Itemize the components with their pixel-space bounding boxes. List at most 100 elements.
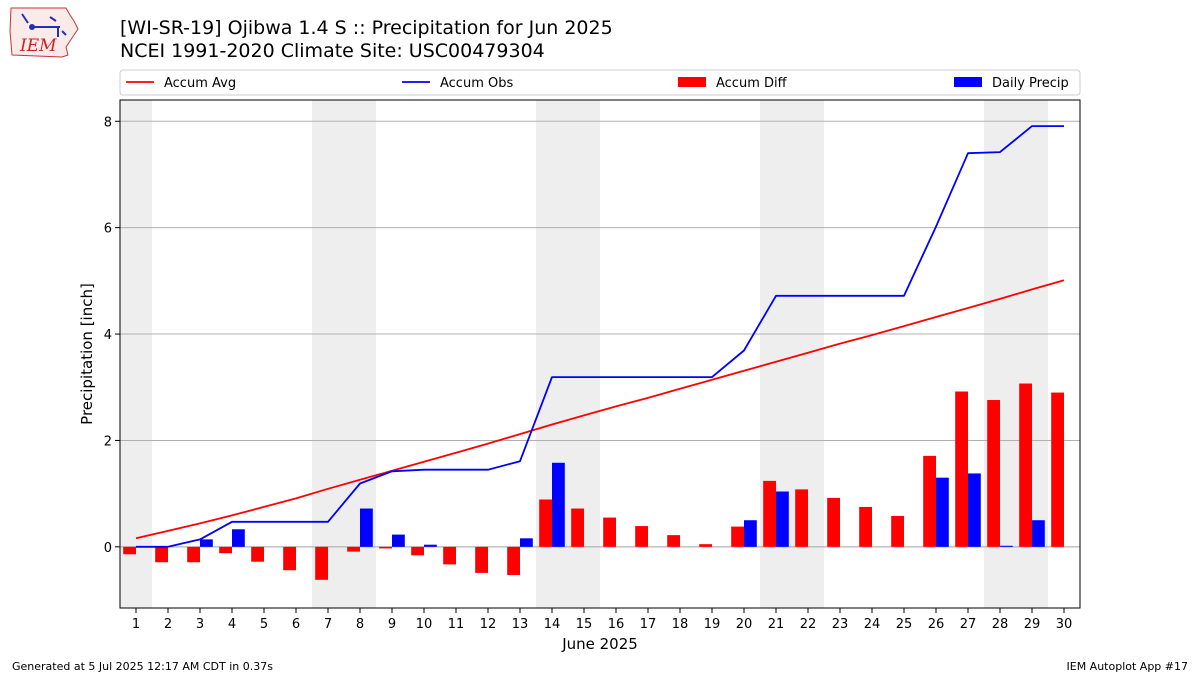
x-tick-label-25: 25 bbox=[896, 617, 913, 632]
accum-diff-bar-14 bbox=[539, 499, 552, 547]
x-tick-label-20: 20 bbox=[736, 617, 753, 632]
daily-precip-bar-4 bbox=[232, 529, 245, 547]
daily-precip-bar-8 bbox=[360, 508, 373, 547]
accum-diff-bar-18 bbox=[667, 535, 680, 547]
x-tick-label-23: 23 bbox=[832, 617, 849, 632]
accum-diff-bar-4 bbox=[219, 546, 232, 554]
accum-avg-line bbox=[135, 279, 1065, 540]
accum-diff-bar-28 bbox=[987, 400, 1000, 547]
bars bbox=[123, 383, 1064, 580]
chart-subtitle: NCEI 1991-2020 Climate Site: USC00479304 bbox=[120, 40, 545, 62]
x-tick-label-18: 18 bbox=[672, 617, 689, 632]
legend-label-daily-precip: Daily Precip bbox=[992, 76, 1069, 91]
accum-diff-bar-20 bbox=[731, 526, 744, 547]
x-tick-label-12: 12 bbox=[480, 617, 497, 632]
accum-diff-bar-12 bbox=[475, 546, 488, 573]
daily-precip-bar-9 bbox=[392, 534, 405, 547]
accum-diff-bar-26 bbox=[923, 455, 936, 547]
daily-precip-bar-20 bbox=[744, 520, 757, 547]
x-tick-label-7: 7 bbox=[324, 617, 332, 632]
accum-diff-bar-5 bbox=[251, 546, 264, 562]
x-tick-label-11: 11 bbox=[448, 617, 465, 632]
accum-diff-bar-2 bbox=[155, 546, 168, 563]
x-tick-label-24: 24 bbox=[864, 617, 881, 632]
x-tick-label-2: 2 bbox=[164, 617, 172, 632]
x-tick-label-5: 5 bbox=[260, 617, 268, 632]
y-tick-label-8: 8 bbox=[104, 115, 112, 130]
x-tick-label-21: 21 bbox=[768, 617, 785, 632]
accum-diff-bar-10 bbox=[411, 546, 424, 556]
daily-precip-bar-27 bbox=[968, 473, 981, 547]
series-lines bbox=[135, 125, 1065, 548]
x-tick-label-22: 22 bbox=[800, 617, 817, 632]
accum-diff-bar-25 bbox=[891, 515, 904, 547]
accum-diff-bar-3 bbox=[187, 546, 200, 563]
accum-diff-bar-23 bbox=[827, 497, 840, 547]
x-tick-label-26: 26 bbox=[928, 617, 945, 632]
chart-title: [WI-SR-19] Ojibwa 1.4 S :: Precipitation… bbox=[120, 17, 613, 39]
daily-precip-bar-13 bbox=[520, 538, 533, 547]
accum-diff-bar-1 bbox=[123, 546, 136, 555]
y-tick-label-4: 4 bbox=[104, 328, 112, 343]
x-tick-label-27: 27 bbox=[960, 617, 977, 632]
daily-precip-bar-10 bbox=[424, 544, 437, 547]
y-tick-label-0: 0 bbox=[104, 541, 112, 556]
accum-obs-line bbox=[136, 125, 1064, 548]
legend-swatch-accum-diff bbox=[678, 77, 706, 87]
y-tick-label-2: 2 bbox=[104, 434, 112, 449]
legend: Accum Avg Accum Obs Accum Diff Daily Precip bbox=[119, 69, 1081, 96]
x-tick-label-28: 28 bbox=[992, 617, 1009, 632]
footer-app-text: IEM Autoplot App #17 bbox=[1066, 660, 1189, 673]
accum-diff-bar-22 bbox=[795, 489, 808, 547]
accum-diff-bar-17 bbox=[635, 526, 648, 547]
daily-precip-bar-3 bbox=[200, 539, 213, 547]
accum-diff-bar-16 bbox=[603, 517, 616, 547]
x-tick-label-30: 30 bbox=[1056, 617, 1073, 632]
x-tick-label-16: 16 bbox=[608, 617, 625, 632]
x-tick-label-10: 10 bbox=[416, 617, 433, 632]
x-tick-label-3: 3 bbox=[196, 617, 204, 632]
accum-diff-bar-11 bbox=[443, 546, 456, 565]
x-tick-label-13: 13 bbox=[512, 617, 529, 632]
accum-diff-bar-19 bbox=[699, 544, 712, 547]
daily-precip-bar-29 bbox=[1032, 520, 1045, 547]
daily-precip-bar-28 bbox=[1000, 545, 1013, 547]
legend-label-accum-avg: Accum Avg bbox=[164, 76, 236, 91]
x-tick-label-15: 15 bbox=[576, 617, 593, 632]
accum-diff-bar-7 bbox=[315, 546, 328, 580]
x-tick-label-9: 9 bbox=[388, 617, 396, 632]
accum-diff-bar-13 bbox=[507, 546, 520, 576]
x-tick-label-1: 1 bbox=[132, 617, 140, 632]
accum-diff-bar-21 bbox=[763, 480, 776, 547]
accum-diff-bar-30 bbox=[1051, 392, 1064, 547]
iem-logo: IEM bbox=[9, 7, 79, 58]
footer-generated-text: Generated at 5 Jul 2025 12:17 AM CDT in … bbox=[12, 660, 273, 673]
accum-diff-bar-15 bbox=[571, 508, 584, 547]
logo-text: IEM bbox=[19, 36, 57, 56]
weekend-band-7 bbox=[312, 100, 344, 608]
accum-diff-bar-27 bbox=[955, 391, 968, 547]
legend-box bbox=[119, 69, 1081, 96]
plot-frame bbox=[119, 99, 1081, 609]
weather-station-icon bbox=[21, 13, 67, 37]
x-tick-label-8: 8 bbox=[356, 617, 364, 632]
weekend-band-1 bbox=[120, 100, 152, 608]
legend-label-accum-diff: Accum Diff bbox=[716, 76, 788, 91]
accum-diff-bar-29 bbox=[1019, 383, 1032, 547]
y-tick-label-6: 6 bbox=[104, 222, 112, 237]
daily-precip-bar-21 bbox=[776, 491, 789, 547]
daily-precip-bar-14 bbox=[552, 462, 565, 547]
x-tick-label-6: 6 bbox=[292, 617, 300, 632]
legend-label-accum-obs: Accum Obs bbox=[440, 76, 513, 91]
accum-diff-bar-24 bbox=[859, 506, 872, 547]
x-tick-label-29: 29 bbox=[1024, 617, 1041, 632]
accum-diff-bar-9 bbox=[379, 546, 392, 549]
x-axis-label: June 2025 bbox=[561, 635, 638, 653]
accum-diff-bar-8 bbox=[347, 546, 360, 552]
x-tick-label-19: 19 bbox=[704, 617, 721, 632]
accum-diff-bar-6 bbox=[283, 546, 296, 571]
x-tick-label-14: 14 bbox=[544, 617, 561, 632]
station-dot-icon bbox=[29, 24, 35, 30]
